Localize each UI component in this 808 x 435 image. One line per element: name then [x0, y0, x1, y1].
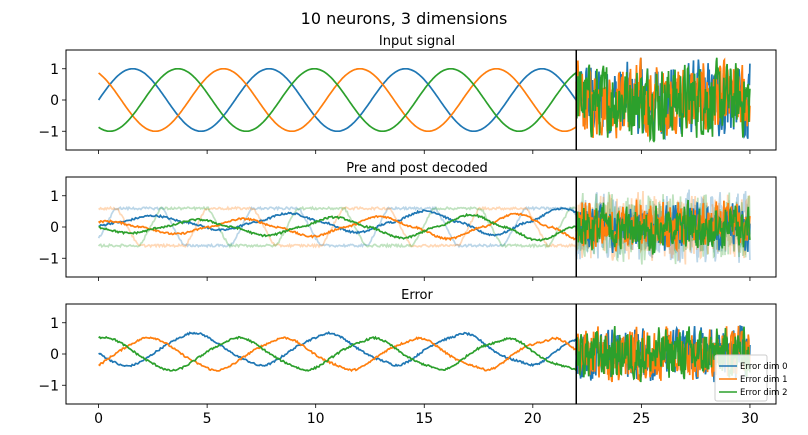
series-line-dim2 [98, 326, 751, 383]
ytick-label: −1 [38, 378, 59, 394]
ytick-label: 0 [50, 347, 59, 363]
pre-post-decoded-title: Pre and post decoded [346, 161, 487, 176]
input-signal-yticks: 1 0 −1 [38, 62, 66, 140]
ytick-label: 1 [50, 316, 59, 332]
xtick-label: 5 [203, 411, 212, 427]
figure-title: 10 neurons, 3 dimensions [301, 9, 508, 28]
input-signal-xticks [98, 150, 751, 154]
xtick-label: 15 [415, 411, 433, 427]
series-line-dim1 [97, 199, 751, 253]
ytick-label: −1 [38, 124, 59, 140]
ytick-label: 0 [50, 220, 59, 236]
error-yticks: 1 0 −1 [38, 316, 66, 394]
ytick-label: 1 [50, 62, 59, 78]
input-signal-title: Input signal [379, 34, 455, 49]
error-panel: Error 10−1 0 5 10 15 20 25 30 Error dim 0 Erro… [38, 288, 787, 427]
xtick-label: 10 [307, 411, 325, 427]
error-series [98, 324, 751, 383]
legend-label-dim2: Error dim 2 [740, 388, 788, 398]
xtick-label: 25 [632, 411, 650, 427]
ytick-label: 1 [50, 189, 59, 205]
pre-post-decoded-yticks: 1 0 −1 [38, 189, 66, 267]
series-line-dim2 [98, 199, 751, 255]
ytick-label: 0 [50, 93, 59, 109]
pre-post-decoded-xticks [98, 277, 751, 281]
legend-label-dim0: Error dim 0 [740, 362, 788, 372]
error-legend: Error dim 0 Error dim 1 Error dim 2 [714, 354, 788, 402]
xtick-label: 0 [94, 411, 103, 427]
series-line-dim2 [98, 57, 751, 143]
pre-post-decoded-panel: Pre and post decoded 1 0 −1 [38, 161, 777, 281]
error-title: Error [401, 288, 433, 303]
input-signal-series [97, 57, 751, 143]
error-xticks: 0 5 10 15 20 25 30 [94, 404, 759, 427]
xtick-label: 30 [741, 411, 759, 427]
pre-post-decoded-series [97, 189, 751, 265]
xtick-label: 20 [524, 411, 542, 427]
legend-label-dim1: Error dim 1 [740, 375, 788, 385]
series-line-dim1 [98, 325, 751, 383]
input-signal-panel: Input signal 1 0 −1 [38, 34, 777, 154]
ytick-label: −1 [38, 251, 59, 267]
